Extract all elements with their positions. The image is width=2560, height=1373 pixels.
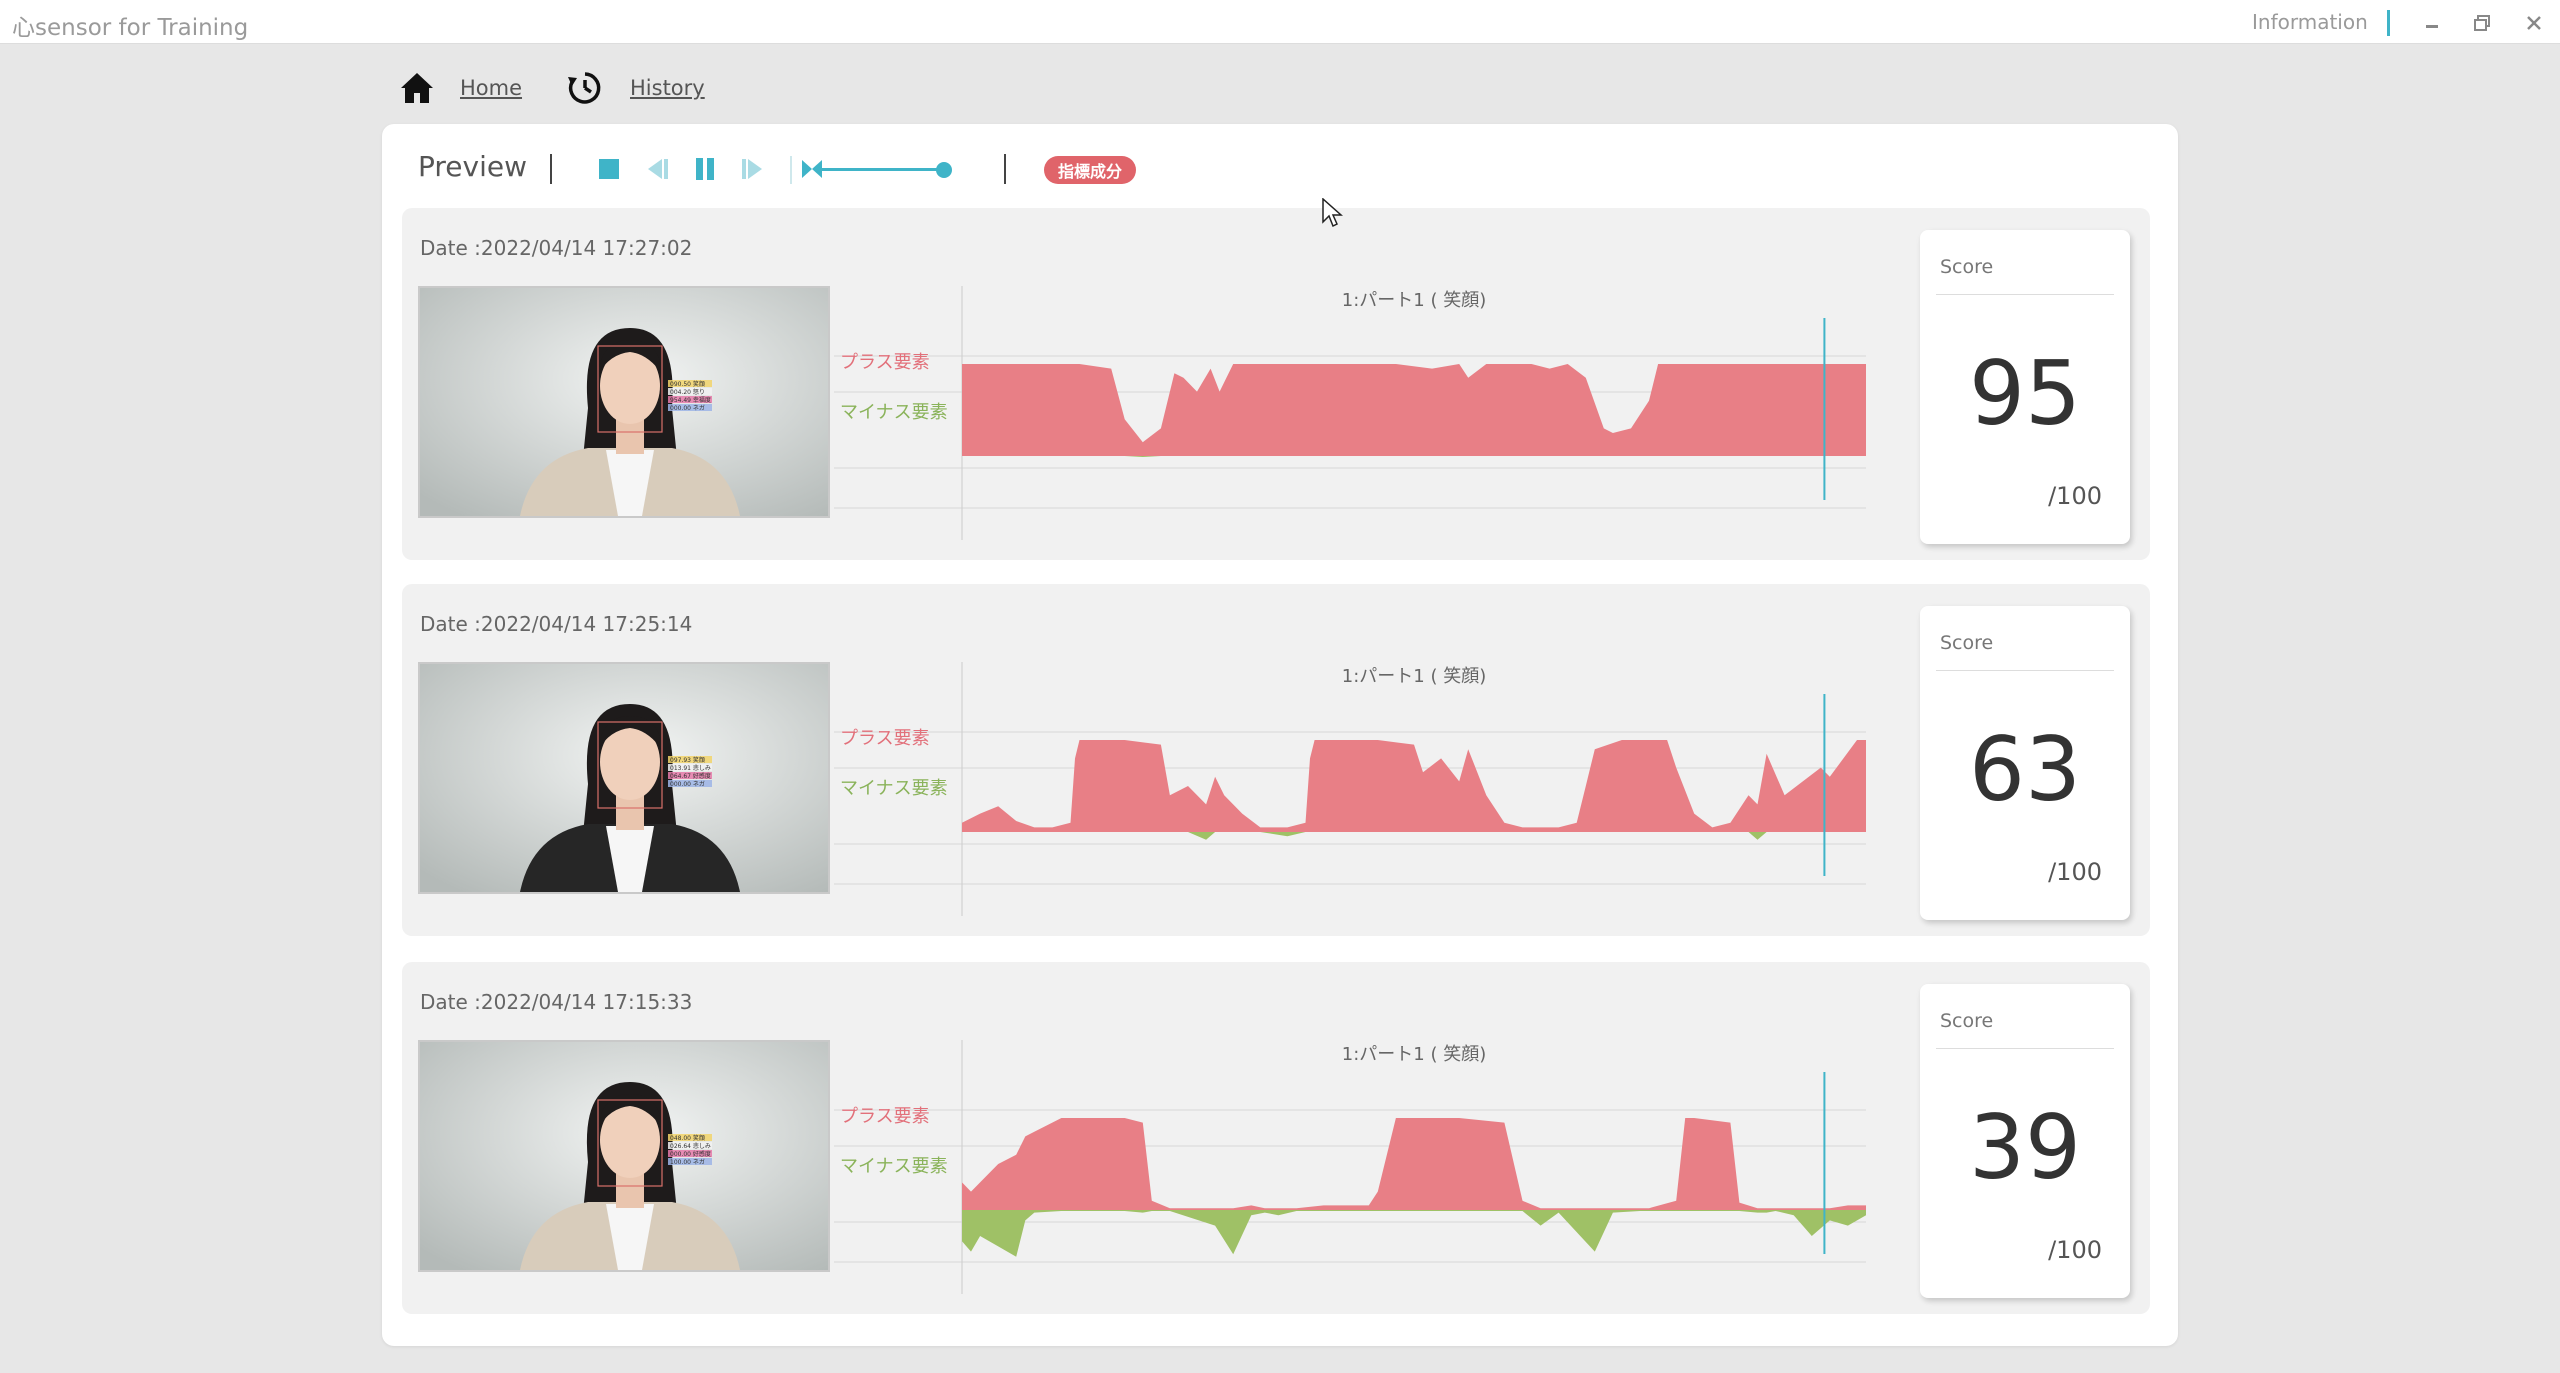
score-label: Score — [1940, 1010, 1994, 1032]
chart-title: 1:パート1 ( 笑顔) — [1342, 666, 1486, 687]
nav-home-label[interactable]: Home — [460, 76, 523, 100]
nav-home[interactable]: Home — [400, 68, 522, 108]
step-forward-icon — [742, 159, 762, 179]
plus-series-area — [962, 740, 1866, 832]
title-bar: 心sensor for Training Information — [0, 0, 2560, 44]
face-metric-readout: 004.20 怒り — [670, 388, 705, 396]
app-title: 心sensor for Training — [12, 15, 249, 41]
face-metric-readout: 013.91 悲しみ — [670, 764, 711, 772]
session-date: Date :2022/04/14 17:25:14 — [420, 612, 693, 636]
score-value: 63 — [1969, 718, 2081, 821]
pause-icon — [696, 158, 714, 180]
score-denominator: /100 — [2048, 1236, 2102, 1264]
session-card: Date :2022/04/14 17:15:33 048.00 笑顔 026.6… — [402, 962, 2150, 1314]
chart-title: 1:パート1 ( 笑顔) — [1342, 290, 1486, 311]
slider-handle[interactable] — [936, 162, 952, 178]
face-metric-readout: 954.49 幸福度 — [670, 396, 711, 404]
score-value: 95 — [1969, 342, 2081, 445]
score-denominator: /100 — [2048, 858, 2102, 886]
minus-row-label: マイナス要素 — [840, 1156, 948, 1177]
stop-button[interactable] — [588, 148, 630, 190]
score-label: Score — [1940, 256, 1994, 278]
score-divider — [1936, 1048, 2114, 1049]
face-metric-readout: 000.00 ネガ — [670, 780, 705, 788]
controls-divider — [790, 156, 792, 184]
preview-title: Preview — [418, 150, 527, 183]
score-divider — [1936, 670, 2114, 671]
minus-series-area — [962, 456, 1866, 457]
restore-button[interactable] — [2462, 6, 2502, 40]
score-divider — [1936, 294, 2114, 295]
score-denominator: /100 — [2048, 482, 2102, 510]
slider-track[interactable] — [820, 168, 944, 171]
minus-series-area — [962, 1210, 1866, 1257]
score-card: Score 39 /100 — [1920, 984, 2130, 1298]
session-card: Date :2022/04/14 17:25:14 097.93 笑顔 013.9… — [402, 584, 2150, 936]
plus-row-label: プラス要素 — [840, 1106, 930, 1127]
step-forward-button[interactable] — [732, 148, 774, 190]
session-date: Date :2022/04/14 17:27:02 — [420, 236, 693, 260]
minus-row-label: マイナス要素 — [840, 778, 948, 799]
minus-row-label: マイナス要素 — [840, 402, 948, 423]
index-component-badge[interactable]: 指標成分 — [1044, 156, 1137, 184]
plus-series-area — [962, 1118, 1866, 1210]
session-card: Date :2022/04/14 17:27:02 090.50 笑顔 004.2… — [402, 208, 2150, 560]
nav-history-label[interactable]: History — [630, 76, 705, 100]
score-card: Score 95 /100 — [1920, 230, 2130, 544]
session-date: Date :2022/04/14 17:15:33 — [420, 990, 693, 1014]
step-back-icon — [648, 159, 668, 179]
step-back-button[interactable] — [636, 148, 678, 190]
toolbar-divider — [1004, 154, 1006, 184]
session-video-thumbnail[interactable]: 097.93 笑顔 013.91 悲しみ 064.67 好感度 000.00 ネガ — [418, 662, 830, 894]
preview-toolbar: Preview 指標成分 — [382, 124, 2178, 210]
pause-button[interactable] — [684, 148, 726, 190]
minus-series-area — [962, 832, 1866, 840]
home-icon — [401, 73, 433, 103]
face-metric-readout: 000.00 ネガ — [670, 404, 705, 412]
minimize-button[interactable] — [2412, 6, 2452, 40]
score-label: Score — [1940, 632, 1994, 654]
score-value: 39 — [1969, 1096, 2081, 1199]
minimize-icon — [2426, 25, 2438, 28]
face-metric-readout: 097.93 笑顔 — [670, 756, 705, 764]
close-button[interactable] — [2514, 6, 2554, 40]
nav-history[interactable]: History — [566, 68, 705, 108]
stop-icon — [599, 159, 619, 179]
information-link[interactable]: Information — [2252, 10, 2368, 34]
face-metric-readout: 090.50 笑顔 — [670, 380, 705, 388]
session-video-thumbnail[interactable]: 090.50 笑顔 004.20 怒り 954.49 幸福度 000.00 ネガ — [418, 286, 830, 518]
title-bar-divider — [2387, 10, 2390, 36]
playback-slider[interactable] — [800, 148, 958, 190]
face-metric-readout: 048.00 笑顔 — [670, 1134, 705, 1142]
plus-row-label: プラス要素 — [840, 352, 930, 373]
restore-icon — [2474, 15, 2490, 31]
history-icon — [568, 72, 601, 104]
score-card: Score 63 /100 — [1920, 606, 2130, 920]
mouse-cursor-icon — [1322, 198, 1343, 228]
rewind-start-icon[interactable] — [800, 157, 824, 181]
toolbar-divider — [550, 154, 552, 184]
plus-series-area — [962, 364, 1866, 456]
session-video-thumbnail[interactable]: 048.00 笑顔 026.64 悲しみ 000.00 好感度 100.00 ネガ — [418, 1040, 830, 1272]
chart-title: 1:パート1 ( 笑顔) — [1342, 1044, 1486, 1065]
close-icon — [2527, 16, 2541, 30]
face-metric-readout: 000.00 好感度 — [670, 1150, 711, 1158]
face-metric-readout: 026.64 悲しみ — [670, 1142, 711, 1150]
face-metric-readout: 100.00 ネガ — [670, 1158, 705, 1166]
plus-row-label: プラス要素 — [840, 728, 930, 749]
face-metric-readout: 064.67 好感度 — [670, 772, 711, 780]
preview-panel: Preview 指標成分 — [382, 124, 2178, 1346]
